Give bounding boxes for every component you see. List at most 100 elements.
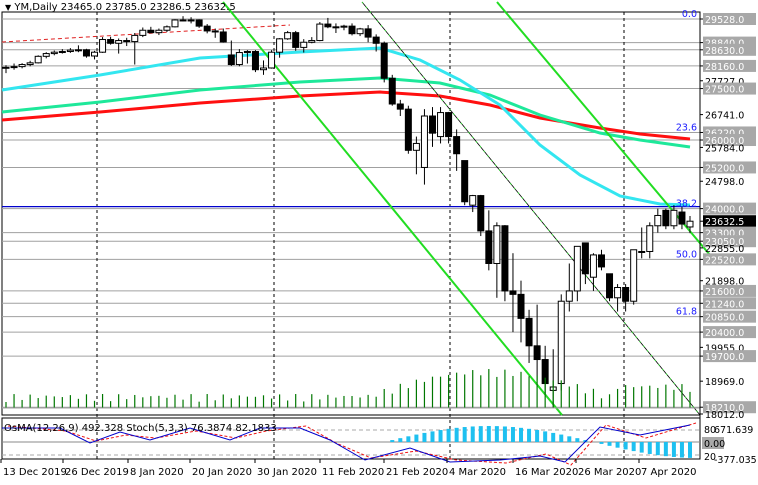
candlestick[interactable] xyxy=(324,17,332,29)
candlestick[interactable] xyxy=(662,208,670,230)
candlestick[interactable] xyxy=(34,55,42,64)
candlestick[interactable] xyxy=(638,227,646,259)
candlestick[interactable] xyxy=(678,206,686,230)
candlestick[interactable] xyxy=(412,136,420,175)
candlestick[interactable] xyxy=(147,26,155,34)
candlestick[interactable] xyxy=(91,50,99,60)
symbol-label: YM,Daily xyxy=(14,2,58,13)
price-axis-label: 27500.0 xyxy=(705,85,744,96)
red-dashed-trendline[interactable] xyxy=(1,24,291,43)
candlestick[interactable] xyxy=(581,242,589,285)
price-axis-label: 25200.0 xyxy=(705,163,744,174)
candlestick[interactable] xyxy=(356,27,364,37)
candlestick[interactable] xyxy=(58,49,66,54)
candlestick[interactable] xyxy=(163,25,171,32)
candlestick[interactable] xyxy=(10,63,18,70)
candlestick[interactable] xyxy=(107,36,115,45)
candlestick[interactable] xyxy=(227,40,235,66)
candlestick[interactable] xyxy=(300,39,308,53)
candlestick[interactable] xyxy=(461,160,469,206)
candlestick[interactable] xyxy=(477,194,485,237)
candlestick[interactable] xyxy=(42,52,50,59)
candlestick[interactable] xyxy=(284,30,292,40)
candlestick[interactable] xyxy=(404,105,412,154)
candlestick[interactable] xyxy=(308,37,316,44)
osma-histogram-bar xyxy=(462,427,467,442)
candlestick[interactable] xyxy=(437,107,445,144)
candlestick[interactable] xyxy=(82,48,90,58)
candlestick[interactable] xyxy=(445,111,453,144)
triangle-down-icon[interactable]: ▼ xyxy=(5,3,12,12)
candlestick[interactable] xyxy=(348,23,356,36)
candlestick[interactable] xyxy=(139,27,147,38)
osma-histogram-bar xyxy=(575,438,580,442)
candlestick[interactable] xyxy=(428,107,436,147)
candlestick[interactable] xyxy=(597,249,605,271)
candlestick[interactable] xyxy=(219,28,227,43)
candlestick[interactable] xyxy=(388,74,396,106)
candlestick[interactable] xyxy=(66,48,74,53)
candlestick[interactable] xyxy=(187,17,195,24)
candlestick[interactable] xyxy=(493,222,501,298)
candlestick[interactable] xyxy=(380,41,388,83)
candlestick[interactable] xyxy=(565,263,573,312)
candlestick[interactable] xyxy=(155,28,163,36)
candlestick[interactable] xyxy=(453,129,461,171)
candlestick[interactable] xyxy=(469,194,477,213)
candlestick[interactable] xyxy=(670,205,678,230)
candlestick[interactable] xyxy=(50,50,58,56)
candlestick[interactable] xyxy=(268,50,276,69)
candlestick[interactable] xyxy=(18,63,26,69)
osma-histogram-bar xyxy=(607,442,612,446)
chart-title: ▼ YM,Daily 23465.0 23785.0 23286.5 23632… xyxy=(5,2,236,13)
candlestick[interactable] xyxy=(26,60,34,67)
candlestick[interactable] xyxy=(99,37,107,53)
candlestick[interactable] xyxy=(179,16,187,22)
time-axis-label: 20 Jan 2020 xyxy=(192,467,252,478)
candlestick[interactable] xyxy=(292,30,300,51)
candlestick[interactable] xyxy=(622,284,630,312)
candlestick[interactable] xyxy=(614,284,622,312)
candlestick[interactable] xyxy=(203,24,211,34)
ma-fast-line xyxy=(1,46,691,207)
channel-lower-line[interactable] xyxy=(222,1,563,416)
candlestick[interactable] xyxy=(260,60,268,75)
candlestick[interactable] xyxy=(589,253,597,291)
candlestick[interactable] xyxy=(364,25,372,43)
candlestick[interactable] xyxy=(195,19,203,28)
candlestick[interactable] xyxy=(235,49,243,67)
candlestick[interactable] xyxy=(557,294,565,391)
candlestick[interactable] xyxy=(316,22,324,42)
candlestick[interactable] xyxy=(509,253,517,333)
candlestick[interactable] xyxy=(573,245,581,302)
candlestick[interactable] xyxy=(396,99,404,117)
candlestick[interactable] xyxy=(606,273,614,302)
osma-histogram-bar xyxy=(510,427,515,442)
candlestick[interactable] xyxy=(131,32,139,65)
candlestick[interactable] xyxy=(646,222,654,259)
candlestick[interactable] xyxy=(485,210,493,271)
osma-histogram-bar xyxy=(398,438,403,442)
candlestick[interactable] xyxy=(276,38,284,58)
candlestick[interactable] xyxy=(525,309,533,363)
candlestick[interactable] xyxy=(243,50,251,64)
candlestick[interactable] xyxy=(533,304,541,381)
candlestick[interactable] xyxy=(372,34,380,52)
candlestick[interactable] xyxy=(2,65,10,74)
candlestick[interactable] xyxy=(123,37,131,47)
candlestick[interactable] xyxy=(171,19,179,28)
time-axis-label: 8 Jan 2020 xyxy=(130,467,184,478)
candlestick[interactable] xyxy=(340,24,348,31)
candlestick[interactable] xyxy=(211,28,219,38)
candlestick[interactable] xyxy=(501,225,509,302)
candlestick[interactable] xyxy=(332,23,340,33)
candlestick[interactable] xyxy=(686,215,694,234)
candlestick[interactable] xyxy=(654,208,662,233)
candlestick[interactable] xyxy=(420,109,428,185)
candlestick[interactable] xyxy=(115,38,123,54)
candlestick[interactable] xyxy=(630,249,638,305)
candlestick[interactable] xyxy=(251,50,259,73)
candlestick[interactable] xyxy=(517,280,525,343)
candlestick[interactable] xyxy=(74,45,82,53)
